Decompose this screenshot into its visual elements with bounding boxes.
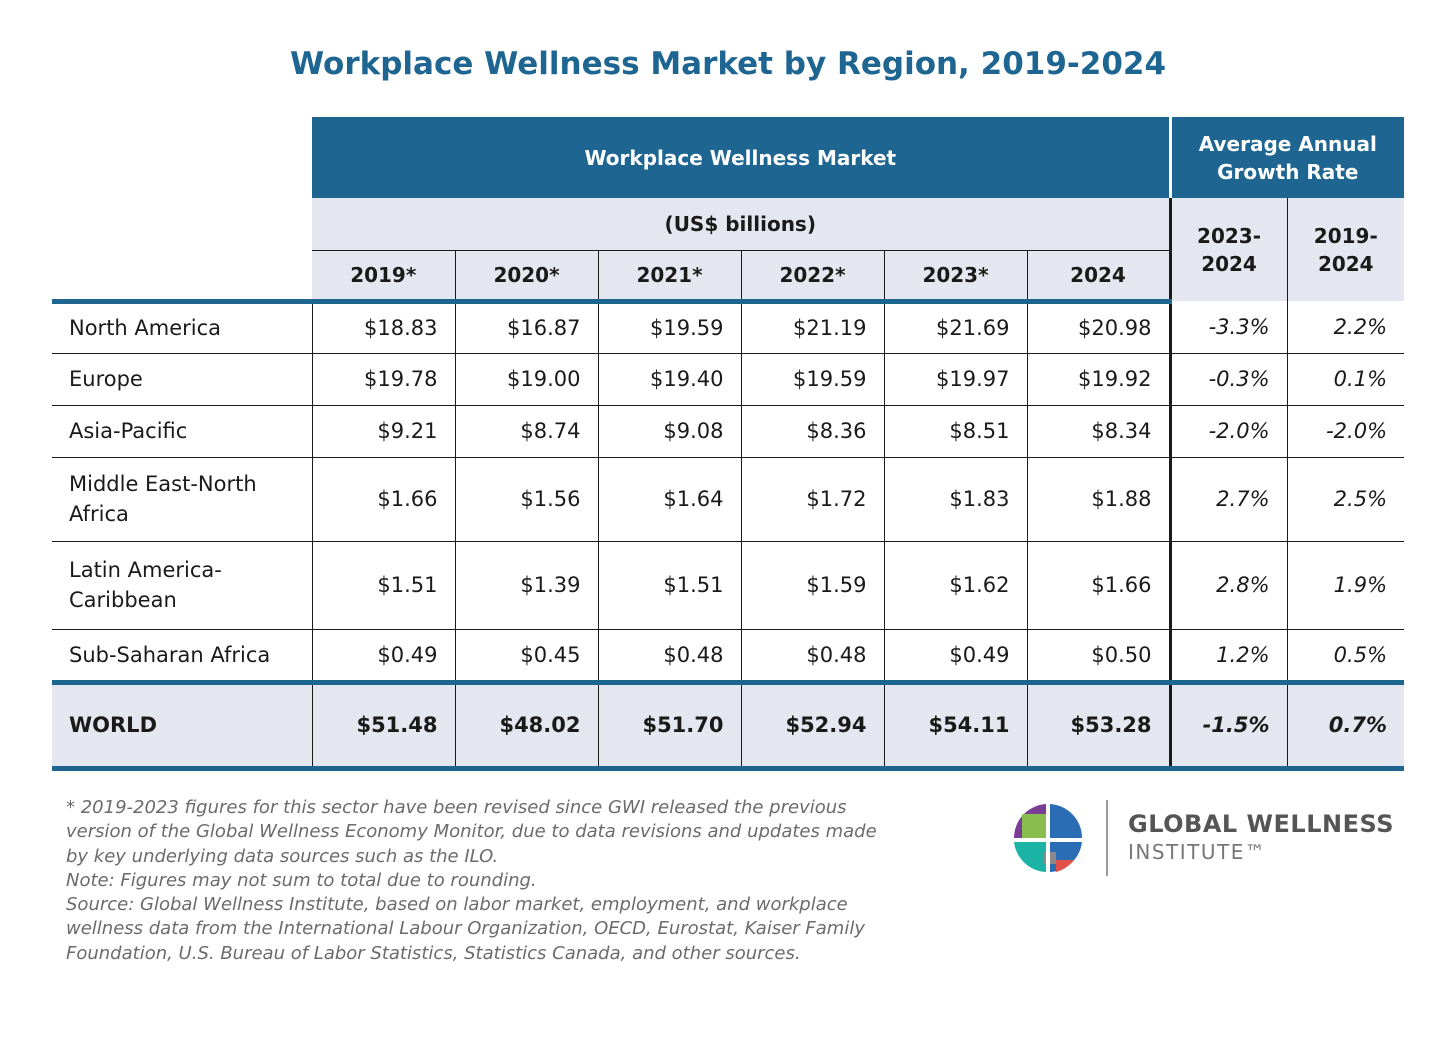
- region-label: Sub-Saharan Africa: [52, 629, 313, 685]
- region-label: Latin America-Caribbean: [52, 541, 313, 630]
- market-value-cell: $16.87: [455, 301, 599, 354]
- header-growth-line1: Average Annual: [1198, 131, 1377, 156]
- growth-rate-cell: 2.7%: [1170, 457, 1288, 542]
- footnote-line: Source: Global Wellness Institute, based…: [66, 894, 848, 916]
- growth-rate-cell: 0.1%: [1287, 353, 1405, 406]
- table-row: Europe $19.78 $19.00 $19.40 $19.59 $19.97 $19.…: [52, 353, 1405, 406]
- market-value-cell: $0.49: [884, 629, 1028, 685]
- growth-rate-cell: -2.0%: [1287, 405, 1405, 458]
- header-year: 2023*: [884, 249, 1028, 304]
- world-growth-cell: 0.7%: [1287, 679, 1405, 771]
- market-value-cell: $9.08: [598, 405, 742, 458]
- market-value-cell: $1.66: [312, 457, 456, 542]
- header-year: 2024: [1027, 249, 1172, 304]
- market-value-cell: $8.51: [884, 405, 1028, 458]
- header-blank: [52, 117, 312, 198]
- world-value-cell: $48.02: [455, 679, 599, 771]
- market-value-cell: $0.49: [312, 629, 456, 685]
- world-label: WORLD: [52, 679, 313, 771]
- world-value-cell: $51.70: [598, 679, 742, 771]
- market-value-cell: $8.34: [1027, 405, 1172, 458]
- footnote-line: wellness data from the International Lab…: [66, 918, 865, 940]
- header-year: 2020*: [455, 249, 599, 304]
- market-value-cell: $0.48: [741, 629, 885, 685]
- header-growth-group: Average Annual Growth Rate: [1170, 117, 1405, 198]
- header-units: (US$ billions): [312, 198, 1172, 250]
- market-value-cell: $1.59: [741, 541, 885, 630]
- market-value-cell: $19.92: [1027, 353, 1172, 406]
- growth-rate-cell: 0.5%: [1287, 629, 1405, 685]
- header-period-2: 2019- 2024: [1287, 198, 1405, 301]
- market-value-cell: $8.36: [741, 405, 885, 458]
- market-value-cell: $19.40: [598, 353, 742, 406]
- growth-rate-cell: 1.2%: [1170, 629, 1288, 685]
- growth-rate-cell: 2.8%: [1170, 541, 1288, 630]
- market-value-cell: $0.48: [598, 629, 742, 685]
- market-value-cell: $21.19: [741, 301, 885, 354]
- world-total-row: WORLD $51.48 $48.02 $51.70 $52.94 $54.11 $53.2…: [52, 679, 1405, 771]
- market-value-cell: $19.00: [455, 353, 599, 406]
- market-value-cell: $20.98: [1027, 301, 1172, 354]
- footnote-line: version of the Global Wellness Economy M…: [66, 821, 877, 843]
- world-value-cell: $52.94: [741, 679, 885, 771]
- market-value-cell: $19.78: [312, 353, 456, 406]
- market-value-cell: $1.88: [1027, 457, 1172, 542]
- region-label: North America: [52, 301, 313, 354]
- footnote-line: by key underlying data sources such as t…: [66, 845, 499, 867]
- market-value-cell: $1.51: [312, 541, 456, 630]
- market-value-cell: $8.74: [455, 405, 599, 458]
- growth-rate-cell: -0.3%: [1170, 353, 1288, 406]
- table-row: Asia-Pacific $9.21 $8.74 $9.08 $8.36 $8.51 $8.…: [52, 405, 1405, 458]
- table-row: Middle East-North Africa $1.66 $1.56 $1.64 $…: [52, 457, 1405, 542]
- logo-name: GLOBAL WELLNESS: [1128, 810, 1394, 838]
- market-value-cell: $1.66: [1027, 541, 1172, 630]
- footnote-line: Note: Figures may not sum to total due t…: [66, 869, 537, 891]
- region-label: Middle East-North Africa: [52, 457, 313, 542]
- growth-rate-cell: -3.3%: [1170, 301, 1288, 354]
- market-value-cell: $1.64: [598, 457, 742, 542]
- gwi-logo-icon: [1010, 800, 1086, 876]
- market-value-cell: $1.83: [884, 457, 1028, 542]
- market-value-cell: $18.83: [312, 301, 456, 354]
- world-value-cell: $54.11: [884, 679, 1028, 771]
- growth-rate-cell: 1.9%: [1287, 541, 1405, 630]
- table-row: North America $18.83 $16.87 $19.59 $21.19 $21…: [52, 301, 1405, 354]
- table-row: Sub-Saharan Africa $0.49 $0.45 $0.48 $0.48 $0…: [52, 629, 1405, 685]
- market-value-cell: $0.50: [1027, 629, 1172, 685]
- market-value-cell: $1.56: [455, 457, 599, 542]
- region-label: Asia-Pacific: [52, 405, 313, 458]
- world-growth-cell: -1.5%: [1170, 679, 1288, 771]
- growth-rate-cell: 2.5%: [1287, 457, 1405, 542]
- logo-sub: INSTITUTE™: [1128, 840, 1267, 864]
- market-value-cell: $19.97: [884, 353, 1028, 406]
- page-title: Workplace Wellness Market by Region, 201…: [289, 46, 1167, 82]
- header-growth-line2: Growth Rate: [1217, 159, 1359, 184]
- header-year: 2022*: [741, 249, 885, 304]
- gwi-logo: GLOBAL WELLNESS INSTITUTE™: [1010, 800, 1410, 880]
- market-value-cell: $19.59: [741, 353, 885, 406]
- footnote-line: * 2019-2023 figures for this sector have…: [66, 797, 847, 818]
- growth-rate-cell: -2.0%: [1170, 405, 1288, 458]
- header-year: 2021*: [598, 249, 742, 304]
- footnote-line: Foundation, U.S. Bureau of Labor Statist…: [66, 942, 801, 964]
- market-value-cell: $1.62: [884, 541, 1028, 630]
- header-market-group: Workplace Wellness Market: [312, 117, 1172, 198]
- market-value-cell: $0.45: [455, 629, 599, 685]
- market-value-cell: $21.69: [884, 301, 1028, 354]
- footnote: * 2019-2023 figures for this sector have…: [66, 796, 966, 966]
- logo-divider: [1106, 800, 1108, 876]
- market-table: Workplace Wellness Market Average Annual…: [52, 117, 1405, 771]
- world-value-cell: $53.28: [1027, 679, 1172, 771]
- region-label: Europe: [52, 353, 313, 406]
- market-value-cell: $9.21: [312, 405, 456, 458]
- growth-rate-cell: 2.2%: [1287, 301, 1405, 354]
- market-value-cell: $1.51: [598, 541, 742, 630]
- world-value-cell: $51.48: [312, 679, 456, 771]
- market-value-cell: $19.59: [598, 301, 742, 354]
- header-year: 2019*: [312, 249, 456, 304]
- table-row: Latin America-Caribbean $1.51 $1.39 $1.51 $1…: [52, 541, 1405, 630]
- market-value-cell: $1.72: [741, 457, 885, 542]
- market-value-cell: $1.39: [455, 541, 599, 630]
- header-period-1: 2023- 2024: [1170, 198, 1288, 301]
